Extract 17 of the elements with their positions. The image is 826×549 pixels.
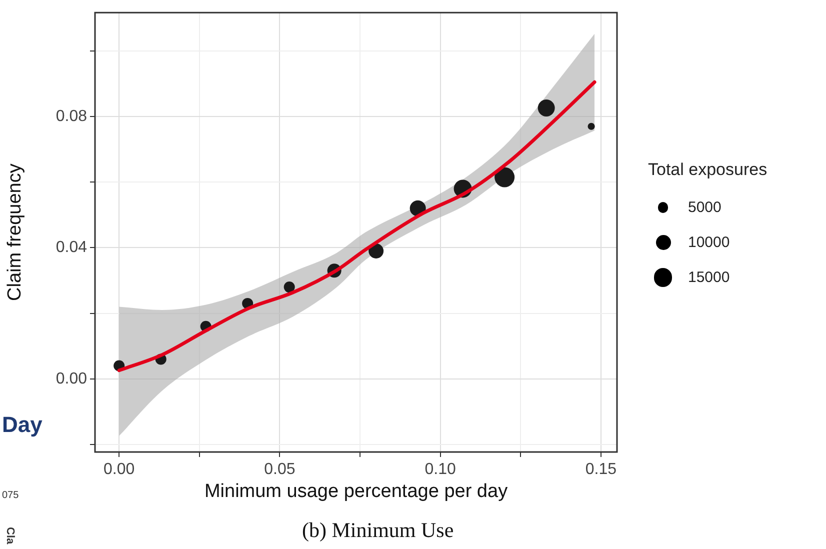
legend-title: Total exposures (648, 160, 768, 180)
y-tick-label: 0.00 (56, 370, 88, 388)
text: Cla (4, 527, 16, 544)
y-axis-title: Claim frequency (4, 163, 26, 301)
x-tick-label: 0.00 (104, 461, 135, 478)
x-tick-label: 0.10 (424, 461, 456, 478)
x-tick-label: 0.15 (585, 461, 617, 478)
y-tick-label: 0.04 (56, 239, 88, 256)
legend-label: 15000 (688, 269, 730, 286)
legend-label: 10000 (688, 234, 730, 251)
text: 075 (2, 490, 19, 501)
legend-label: 5000 (688, 199, 722, 216)
x-axis-title: Minimum usage percentage per day (204, 480, 508, 502)
text: (b) Minimum Use (302, 518, 454, 543)
text: Day (2, 412, 42, 438)
y-tick-label: 0.08 (56, 108, 88, 125)
x-tick-label: 0.05 (264, 461, 296, 478)
